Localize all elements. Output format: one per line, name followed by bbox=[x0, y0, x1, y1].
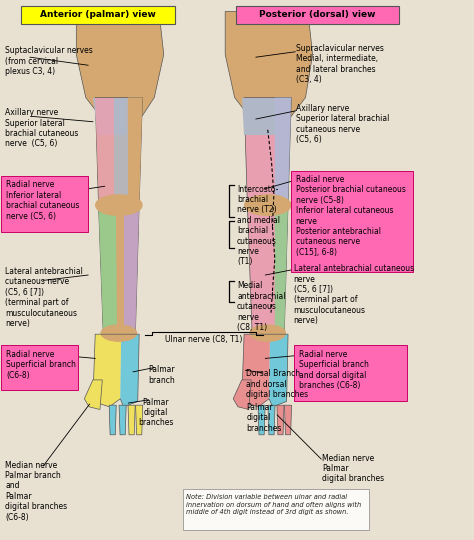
Polygon shape bbox=[247, 205, 288, 334]
Text: Medial
antebrachial
cutaneous
nerve
(C8, T1): Medial antebrachial cutaneous nerve (C8,… bbox=[237, 281, 285, 332]
FancyBboxPatch shape bbox=[291, 171, 413, 272]
Polygon shape bbox=[284, 405, 292, 435]
Polygon shape bbox=[114, 98, 128, 205]
Text: Anterior (palmar) view: Anterior (palmar) view bbox=[40, 10, 155, 19]
Polygon shape bbox=[225, 11, 313, 119]
Polygon shape bbox=[275, 98, 292, 205]
Ellipse shape bbox=[245, 195, 291, 215]
Text: Dorsal Branch
and dorsal
digital branches: Dorsal Branch and dorsal digital branche… bbox=[246, 369, 309, 399]
Polygon shape bbox=[242, 334, 270, 407]
Text: Lateral antebrachial cutaneous
nerve
(C5, 6 [7])
(terminal part of
musculocutane: Lateral antebrachial cutaneous nerve (C5… bbox=[294, 264, 414, 325]
Text: Radial nerve
Inferior lateral
brachial cutaneous
nerve (C5, 6): Radial nerve Inferior lateral brachial c… bbox=[6, 180, 79, 220]
Polygon shape bbox=[109, 405, 116, 435]
Polygon shape bbox=[117, 205, 124, 334]
Text: Posterior (dorsal) view: Posterior (dorsal) view bbox=[259, 10, 375, 19]
FancyBboxPatch shape bbox=[236, 5, 399, 24]
Text: Radial nerve
Posterior brachial cutaneous
nerve (C5-8)
Inferior lateral cutaneou: Radial nerve Posterior brachial cutaneou… bbox=[296, 175, 405, 257]
Text: Axillary nerve
Superior lateral brachial
cutaneous nerve
(C5, 6): Axillary nerve Superior lateral brachial… bbox=[296, 104, 390, 144]
Text: Palmar
digital
branches: Palmar digital branches bbox=[138, 397, 173, 428]
Polygon shape bbox=[84, 380, 102, 409]
Polygon shape bbox=[93, 98, 126, 135]
Polygon shape bbox=[119, 405, 126, 435]
FancyBboxPatch shape bbox=[1, 176, 88, 232]
Text: Axillary nerve
Superior lateral
brachial cutaneous
nerve  (C5, 6): Axillary nerve Superior lateral brachial… bbox=[5, 109, 79, 148]
Text: Median nerve
Palmar branch
and
Palmar
digital branches
(C6-8): Median nerve Palmar branch and Palmar di… bbox=[5, 461, 68, 522]
Text: Suptaclavicular nerves
(from cervical
plexus C3, 4): Suptaclavicular nerves (from cervical pl… bbox=[5, 46, 93, 76]
Polygon shape bbox=[277, 405, 284, 435]
FancyBboxPatch shape bbox=[183, 489, 369, 530]
Polygon shape bbox=[258, 405, 265, 435]
Ellipse shape bbox=[101, 325, 137, 341]
Polygon shape bbox=[95, 98, 114, 205]
Polygon shape bbox=[93, 334, 121, 407]
Polygon shape bbox=[242, 98, 275, 135]
Polygon shape bbox=[233, 380, 251, 409]
Ellipse shape bbox=[96, 195, 142, 215]
Text: Lateral antebrachial
cutaneous nerve
(C5, 6 [7])
(terminal part of
musculocutane: Lateral antebrachial cutaneous nerve (C5… bbox=[5, 267, 83, 328]
Polygon shape bbox=[136, 405, 143, 435]
Polygon shape bbox=[269, 334, 288, 407]
FancyBboxPatch shape bbox=[20, 5, 174, 24]
Text: Radial nerve
Superficial branch
(C6-8): Radial nerve Superficial branch (C6-8) bbox=[6, 350, 76, 380]
Text: Palmar
branch: Palmar branch bbox=[148, 366, 175, 385]
Text: Ulnar nerve (C8, T1): Ulnar nerve (C8, T1) bbox=[165, 335, 243, 345]
Polygon shape bbox=[128, 98, 143, 205]
Text: Supraclavicular nerves
Medial, intermediate,
and lateral branches
(C3, 4): Supraclavicular nerves Medial, intermedi… bbox=[296, 44, 384, 84]
Polygon shape bbox=[268, 405, 275, 435]
Text: Intercosto-
brachial
nerve (T2)
and medial
brachial
cutaneous
nerve
(T1): Intercosto- brachial nerve (T2) and medi… bbox=[237, 185, 280, 266]
Polygon shape bbox=[275, 205, 288, 334]
Polygon shape bbox=[244, 98, 292, 205]
FancyBboxPatch shape bbox=[1, 346, 78, 390]
Text: Radial nerve
Superficial branch
and dorsal digital
branches (C6-8): Radial nerve Superficial branch and dors… bbox=[299, 350, 369, 390]
Ellipse shape bbox=[250, 325, 285, 341]
Polygon shape bbox=[95, 98, 143, 205]
Text: Palmar
digital
branches: Palmar digital branches bbox=[246, 403, 282, 433]
Text: Median nerve
Palmar
digital branches: Median nerve Palmar digital branches bbox=[322, 454, 384, 483]
Polygon shape bbox=[99, 205, 139, 334]
Polygon shape bbox=[76, 11, 164, 119]
Polygon shape bbox=[120, 334, 139, 407]
FancyBboxPatch shape bbox=[294, 346, 407, 401]
Polygon shape bbox=[124, 205, 139, 334]
Polygon shape bbox=[128, 405, 135, 435]
Text: Note: Division variable between ulnar and radial
innervation on dorsum of hand a: Note: Division variable between ulnar an… bbox=[186, 495, 362, 515]
Polygon shape bbox=[99, 205, 118, 334]
